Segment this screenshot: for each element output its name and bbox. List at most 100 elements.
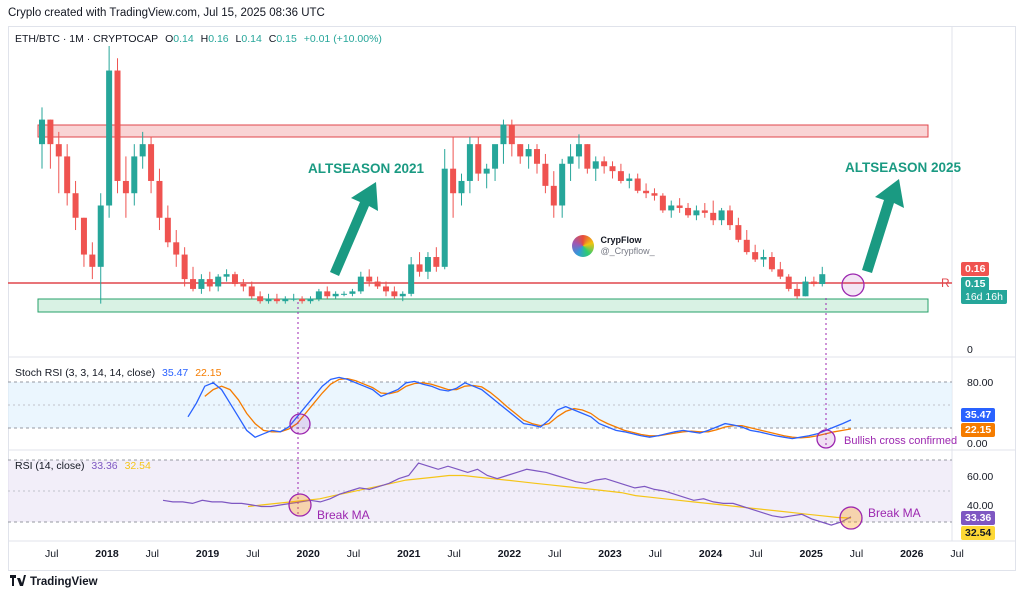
candle-body[interactable] xyxy=(743,239,750,253)
candle-body[interactable] xyxy=(433,257,440,267)
candle-body[interactable] xyxy=(701,210,708,213)
stoch-k-line[interactable] xyxy=(187,376,852,440)
candle-body[interactable] xyxy=(785,276,792,289)
candle-body[interactable] xyxy=(760,257,767,260)
candle-body[interactable] xyxy=(290,298,297,300)
candle-body[interactable] xyxy=(651,193,658,196)
candle-body[interactable] xyxy=(72,193,79,218)
candle-body[interactable] xyxy=(332,293,339,297)
candle-body[interactable] xyxy=(424,257,431,272)
candle-body[interactable] xyxy=(525,149,532,157)
candle-body[interactable] xyxy=(190,279,197,289)
candle-body[interactable] xyxy=(450,168,457,194)
candle-body[interactable] xyxy=(508,124,515,145)
candle-body[interactable] xyxy=(240,284,247,287)
candle-body[interactable] xyxy=(39,119,45,145)
candle-body[interactable] xyxy=(181,254,188,280)
candle-body[interactable] xyxy=(492,144,499,169)
candle-body[interactable] xyxy=(752,252,759,260)
candle-body[interactable] xyxy=(768,257,775,270)
candle-body[interactable] xyxy=(634,178,641,191)
candle-body[interactable] xyxy=(206,279,213,287)
candle-body[interactable] xyxy=(550,185,557,206)
candle-body[interactable] xyxy=(106,70,113,206)
candle-body[interactable] xyxy=(223,274,230,277)
candle-body[interactable] xyxy=(80,217,87,255)
rsi-ma-line[interactable] xyxy=(247,474,852,519)
candle-body[interactable] xyxy=(148,144,155,181)
candle-body[interactable] xyxy=(500,124,507,145)
candle-body[interactable] xyxy=(475,144,482,174)
candle-body[interactable] xyxy=(248,286,255,297)
candle-body[interactable] xyxy=(575,144,582,157)
candle-body[interactable] xyxy=(609,166,616,172)
candle-body[interactable] xyxy=(122,180,129,194)
candle-body[interactable] xyxy=(542,163,549,186)
candle-body[interactable] xyxy=(156,180,163,218)
candle-body[interactable] xyxy=(617,171,624,181)
candle-body[interactable] xyxy=(710,212,717,221)
candle-body[interactable] xyxy=(668,205,675,211)
candle-body[interactable] xyxy=(382,286,389,292)
support-zone[interactable] xyxy=(37,298,929,313)
candle-body[interactable] xyxy=(441,168,448,267)
candle-body[interactable] xyxy=(601,161,608,167)
candle-body[interactable] xyxy=(315,291,322,299)
candle-body[interactable] xyxy=(718,210,725,221)
candle-body[interactable] xyxy=(55,144,62,157)
candle-body[interactable] xyxy=(47,119,54,145)
candle-body[interactable] xyxy=(374,281,381,287)
candle-body[interactable] xyxy=(257,296,264,302)
candle-body[interactable] xyxy=(391,291,398,297)
candle-body[interactable] xyxy=(458,180,465,194)
candle-body[interactable] xyxy=(416,264,423,272)
candle-body[interactable] xyxy=(466,144,473,181)
candle-body[interactable] xyxy=(659,195,666,211)
tradingview-logo[interactable]: TradingView xyxy=(10,575,98,588)
candle-body[interactable] xyxy=(685,207,692,216)
candlestick-series[interactable] xyxy=(39,46,826,304)
candle-body[interactable] xyxy=(592,161,599,169)
candle-body[interactable] xyxy=(366,276,373,282)
rsi-line[interactable] xyxy=(162,462,852,526)
candle-body[interactable] xyxy=(89,254,96,267)
candle-body[interactable] xyxy=(131,156,138,194)
candle-body[interactable] xyxy=(735,225,742,240)
time-axis[interactable]: Jul 2018 Jul 2019 Jul 2020 Jul 2021 Jul 2022 Jul 20… xyxy=(45,548,964,560)
candle-body[interactable] xyxy=(139,144,146,157)
candle-body[interactable] xyxy=(341,293,348,295)
candle-body[interactable] xyxy=(676,205,683,208)
candle-body[interactable] xyxy=(819,274,826,285)
candle-body[interactable] xyxy=(64,156,71,194)
candle-body[interactable] xyxy=(273,298,280,302)
candle-body[interactable] xyxy=(324,291,331,297)
resistance-zone[interactable] xyxy=(37,124,929,138)
candle-body[interactable] xyxy=(349,291,356,294)
candle-body[interactable] xyxy=(408,264,415,294)
candle-body[interactable] xyxy=(114,70,121,181)
candle-body[interactable] xyxy=(231,274,238,285)
candle-body[interactable] xyxy=(643,190,650,194)
candle-body[interactable] xyxy=(265,298,272,302)
candle-body[interactable] xyxy=(173,242,180,255)
candle-body[interactable] xyxy=(164,217,171,243)
stoch-d-line[interactable] xyxy=(204,378,852,439)
candle-body[interactable] xyxy=(534,149,541,164)
candle-body[interactable] xyxy=(693,210,700,216)
candle-body[interactable] xyxy=(810,281,817,285)
candle-body[interactable] xyxy=(215,276,222,287)
candle-body[interactable] xyxy=(97,205,104,267)
candle-body[interactable] xyxy=(357,276,364,292)
candle-body[interactable] xyxy=(626,178,633,181)
candle-body[interactable] xyxy=(282,298,289,302)
candle-body[interactable] xyxy=(794,288,801,297)
candle-body[interactable] xyxy=(726,210,733,226)
candle-body[interactable] xyxy=(299,298,306,302)
candle-body[interactable] xyxy=(777,269,784,277)
candle-body[interactable] xyxy=(198,279,205,289)
chart-canvas[interactable]: ALTSEASON 2021 ALTSEASON 2025 R Bullish … xyxy=(8,26,1016,571)
candle-body[interactable] xyxy=(802,281,809,297)
candle-body[interactable] xyxy=(307,298,314,302)
candle-body[interactable] xyxy=(559,163,566,206)
candle-body[interactable] xyxy=(584,144,591,169)
